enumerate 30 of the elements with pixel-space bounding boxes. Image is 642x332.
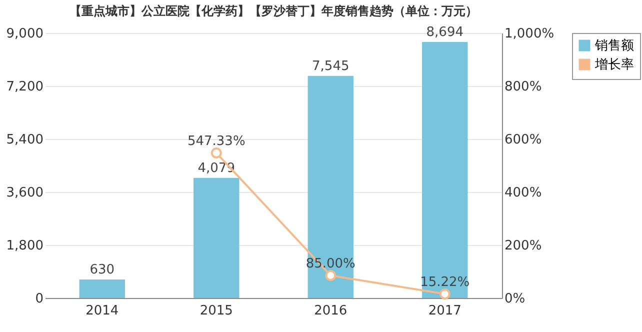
data-label: 8,694 (426, 25, 464, 40)
x-tick-label: 2017 (428, 304, 462, 318)
y2-tick-label: 0% (504, 292, 526, 306)
y2-tick-label: 400% (504, 186, 542, 200)
bar (194, 178, 240, 298)
y-tick-label: 9,000 (6, 26, 44, 42)
y2-tick-label: 800% (504, 80, 542, 94)
point (439, 288, 450, 300)
legend-label: 销售额 (594, 38, 634, 54)
legend-label: 增长率 (594, 56, 634, 72)
data-label: 547.33% (187, 134, 246, 149)
bar (422, 42, 468, 298)
data-label: 630 (90, 262, 115, 278)
x-tick-label: 2015 (200, 304, 233, 318)
y-tick-label: 1,800 (6, 238, 44, 254)
y2-tick-label: 1,000% (504, 26, 554, 42)
bar (308, 76, 354, 298)
bar (79, 279, 125, 298)
y-tick-label: 3,600 (6, 186, 44, 200)
y-tick-label: 5,400 (6, 132, 44, 148)
x-tick-label: 2014 (86, 304, 119, 318)
x-tick-label: 2016 (314, 304, 348, 318)
y2-tick-label: 200% (504, 238, 542, 254)
data-label: 7,545 (312, 58, 350, 74)
point (210, 147, 222, 158)
y2-tick-label: 600% (504, 132, 542, 148)
point (325, 270, 336, 281)
chart-title: 【重点城市】公立医院【化学药】【罗沙替丁】年度销售趋势（单位：万元） (70, 4, 478, 18)
y-tick-label: 7,200 (6, 80, 44, 94)
y-tick-label: 0 (35, 292, 44, 306)
